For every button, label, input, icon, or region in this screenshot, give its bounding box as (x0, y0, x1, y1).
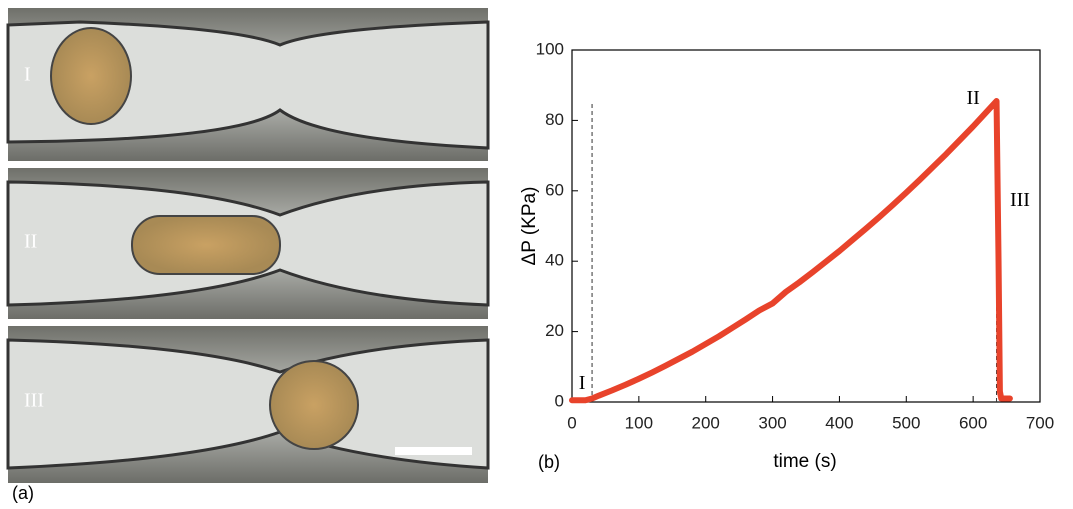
x-tick-label: 500 (892, 413, 920, 432)
x-tick-label: 300 (758, 413, 786, 432)
x-tick-label: 100 (625, 413, 653, 432)
micrographs: I II III (a) (6, 8, 490, 503)
data-line (569, 98, 1013, 404)
y-tick-label: 20 (545, 321, 564, 340)
frame-label: I (24, 64, 31, 86)
annotation: III (1010, 189, 1030, 211)
x-tick-label: 600 (959, 413, 987, 432)
x-axis-label: time (s) (773, 451, 836, 472)
frame-label: II (24, 231, 37, 253)
annotation: I (579, 372, 586, 394)
y-tick-label: 40 (545, 251, 564, 270)
frame-label: III (24, 390, 44, 412)
panel-label: (a) (12, 483, 34, 503)
channel-1 (6, 20, 490, 150)
scale-bar (395, 447, 472, 455)
y-axis-label: ΔP (KPa) (519, 187, 540, 266)
x-tick-label: 0 (567, 413, 576, 432)
cell-1 (50, 27, 132, 125)
x-tick-label: 200 (692, 413, 720, 432)
plot-frame (571, 49, 1041, 403)
y-tick-label: 100 (536, 39, 564, 58)
y-tick-label: 60 (545, 180, 564, 199)
x-tick-label: 400 (825, 413, 853, 432)
y-tick-label: 0 (555, 391, 564, 410)
cell-2 (131, 215, 281, 275)
annotation: II (966, 87, 979, 109)
channel-3 (6, 338, 490, 470)
panel-label: (b) (538, 452, 560, 472)
cell-3 (269, 360, 359, 450)
x-tick-label: 700 (1026, 413, 1054, 432)
y-tick-label: 80 (545, 110, 564, 129)
